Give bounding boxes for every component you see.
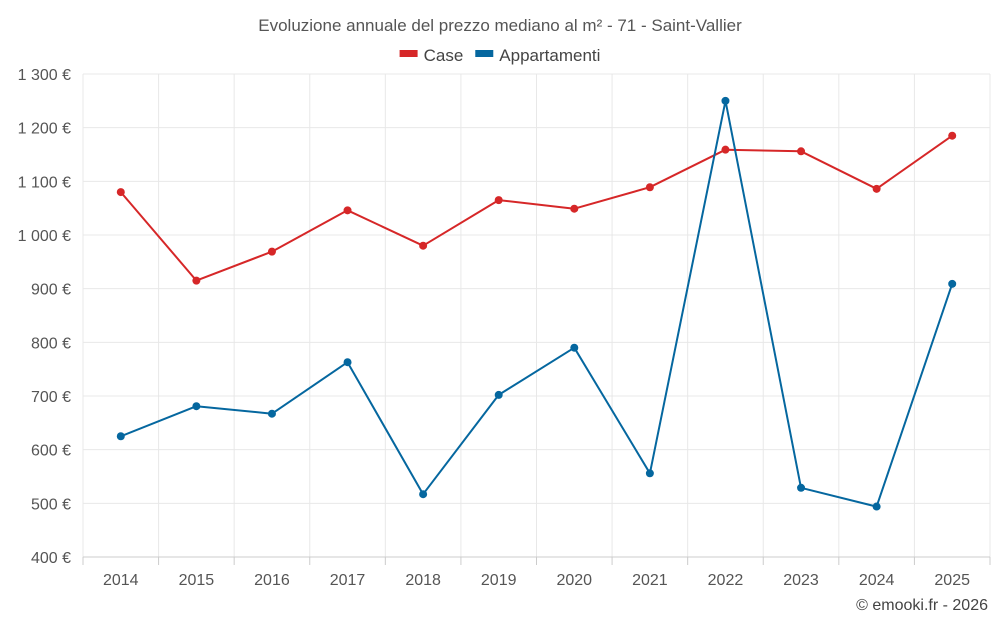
data-point[interactable] — [267, 409, 276, 418]
data-point[interactable] — [419, 241, 428, 250]
data-point[interactable] — [343, 206, 352, 215]
legend-label: Appartamenti — [499, 46, 600, 65]
x-tick-label: 2024 — [859, 572, 895, 589]
x-tick-label: 2023 — [783, 572, 819, 589]
data-point[interactable] — [797, 483, 806, 492]
data-point[interactable] — [721, 96, 730, 105]
x-tick-label: 2017 — [330, 572, 366, 589]
y-tick-label: 1 100 € — [18, 174, 71, 191]
x-tick-label: 2019 — [481, 572, 517, 589]
data-point[interactable] — [116, 188, 125, 197]
data-point[interactable] — [645, 183, 654, 192]
x-tick-label: 2015 — [179, 572, 215, 589]
data-point[interactable] — [797, 147, 806, 156]
credit-text: © emooki.fr - 2026 — [856, 597, 988, 614]
y-tick-label: 800 € — [31, 335, 71, 352]
series-appartamenti — [116, 96, 957, 511]
legend: Case Appartamenti — [399, 46, 600, 65]
data-point[interactable] — [570, 204, 579, 213]
data-point[interactable] — [494, 390, 503, 399]
y-tick-label: 1 200 € — [18, 121, 71, 138]
series-line — [120, 99, 954, 508]
y-tick-label: 500 € — [31, 496, 71, 513]
data-point[interactable] — [872, 184, 881, 193]
data-point[interactable] — [721, 145, 730, 154]
x-tick-label: 2021 — [632, 572, 668, 589]
y-tick-label: 900 € — [31, 282, 71, 299]
axis-layer: 400 € 500 € 600 € 700 € 800 € 900 € 1 000 € 1 1… — [18, 67, 991, 589]
y-tick-label: 400 € — [31, 550, 71, 567]
data-point[interactable] — [343, 358, 352, 367]
data-point[interactable] — [872, 502, 881, 511]
data-point[interactable] — [419, 490, 428, 499]
data-point[interactable] — [948, 279, 957, 288]
x-tick-label: 2018 — [405, 572, 441, 589]
data-point[interactable] — [267, 247, 276, 256]
data-point[interactable] — [570, 343, 579, 352]
x-tick-label: 2014 — [103, 572, 139, 589]
data-point[interactable] — [494, 196, 503, 205]
x-tick-label: 2022 — [708, 572, 744, 589]
data-point[interactable] — [948, 131, 957, 140]
x-tick-label: 2016 — [254, 572, 290, 589]
grid-layer — [82, 73, 991, 557]
y-tick-label: 700 € — [31, 389, 71, 406]
legend-label: Case — [424, 46, 464, 65]
chart-title: Evoluzione annuale del prezzo mediano al… — [258, 16, 742, 35]
series-line — [120, 134, 953, 282]
legend-swatch — [475, 50, 494, 57]
y-tick-label: 600 € — [31, 443, 71, 460]
x-tick-label: 2020 — [556, 572, 592, 589]
x-tick-label: 2025 — [934, 572, 970, 589]
data-point[interactable] — [192, 276, 201, 285]
y-tick-label: 1 300 € — [18, 67, 71, 84]
data-point[interactable] — [645, 469, 654, 478]
data-point[interactable] — [192, 402, 201, 411]
series-case — [116, 131, 957, 285]
legend-swatch — [399, 50, 418, 57]
data-point[interactable] — [116, 432, 125, 441]
y-tick-label: 1 000 € — [18, 228, 71, 245]
series-layer — [116, 96, 957, 511]
